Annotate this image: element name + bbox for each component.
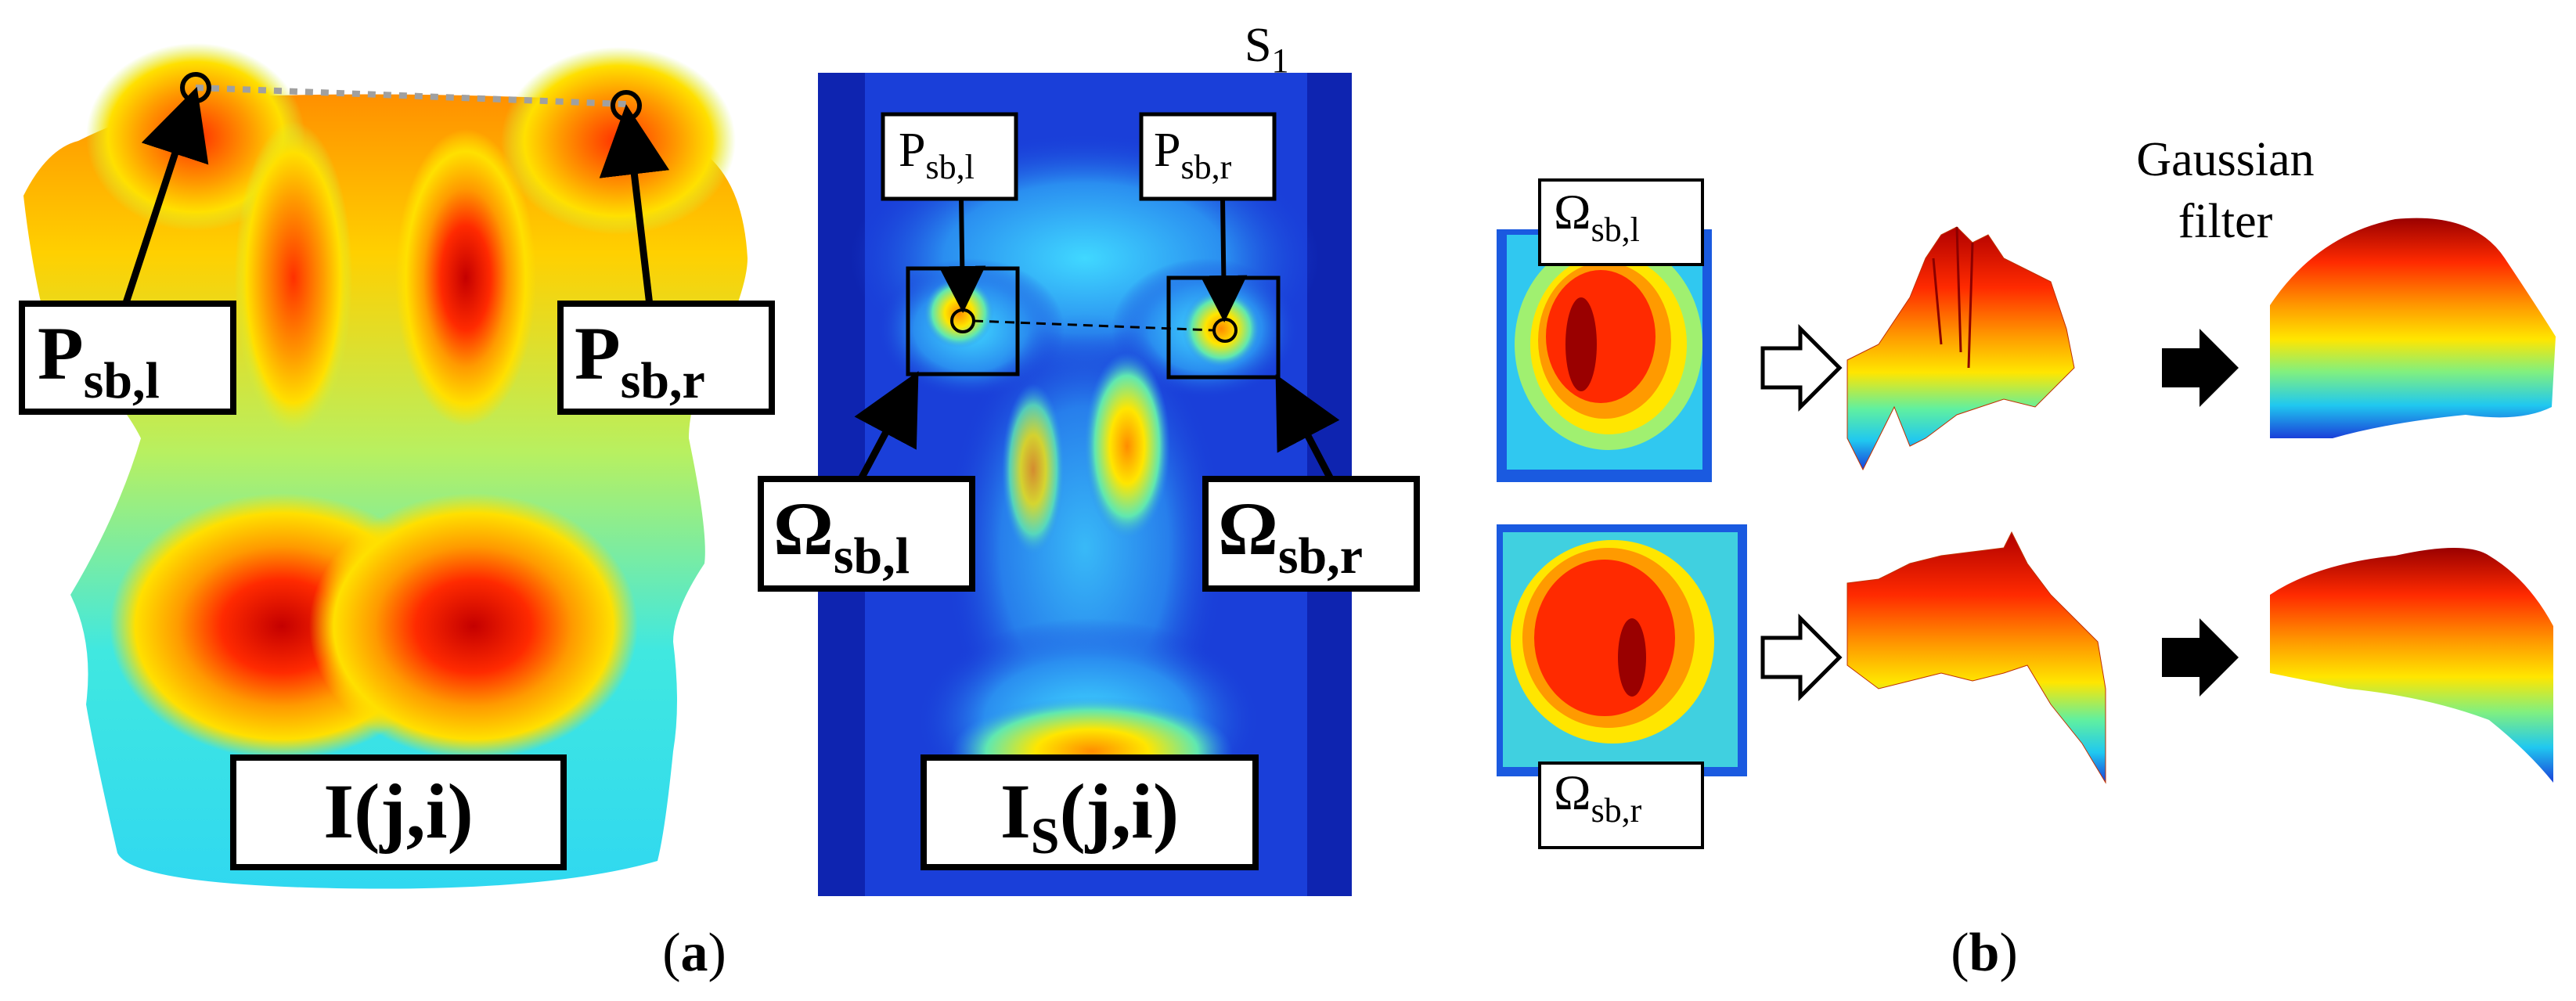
- shoulder-right-hotspot: [501, 47, 736, 235]
- omega-left-main: Ω: [773, 487, 834, 571]
- raw-surface-top: [1846, 226, 2075, 471]
- label-box-is: IS(j,i): [921, 754, 1259, 870]
- p-left-main: P: [38, 311, 84, 395]
- small-p-left-main: P: [899, 124, 925, 177]
- arrow-omega-left: [854, 371, 919, 481]
- omega-top-main: Ω: [1554, 184, 1591, 239]
- smooth-surface-bottom: [2270, 548, 2553, 783]
- image-function-label: I(j,i): [323, 768, 474, 855]
- label-box-image: I(j,i): [230, 754, 567, 870]
- roi-heatmap-top: Ωsb,l: [1497, 178, 1712, 482]
- svg-text:Ωsb,r: Ωsb,r: [1218, 487, 1363, 585]
- omega-right-sub: sb,r: [1278, 528, 1363, 585]
- svg-text:Psb,r: Psb,r: [1154, 124, 1232, 186]
- svg-text:S1: S1: [1245, 19, 1288, 80]
- small-p-right-sub: sb,r: [1180, 148, 1231, 186]
- label-box-omega-right: Ωsb,r: [1202, 476, 1420, 592]
- omega-right-main: Ω: [1218, 487, 1278, 571]
- arrow-p-right: [599, 104, 670, 306]
- heatmap-image: S1 Psb,l Psb,r Ωsb,l: [758, 19, 1420, 896]
- caption-b: (b): [1951, 923, 2018, 983]
- svg-text:IS(j,i): IS(j,i): [1000, 768, 1179, 865]
- is-sub: S: [1031, 808, 1060, 865]
- caption-a-letter: a: [681, 923, 708, 983]
- caption-b-close: ): [1999, 923, 2017, 983]
- svg-text:Ωsb,l: Ωsb,l: [1554, 184, 1640, 249]
- raw-surface-bottom: [1846, 531, 2106, 784]
- p-right-sub: sb,r: [621, 352, 705, 409]
- label-box-p-left: Psb,l: [19, 301, 236, 415]
- arrow-small-p-right: [1200, 198, 1248, 322]
- svg-text:Psb,r: Psb,r: [575, 311, 705, 409]
- label-box-p-right: Psb,r: [557, 301, 775, 415]
- slice-label-main: S: [1245, 19, 1271, 72]
- hollow-arrow-bottom-icon: [1760, 613, 1843, 702]
- caption-a-close: ): [708, 923, 726, 983]
- caption-b-letter: b: [1969, 923, 2000, 983]
- small-label-p-left: Psb,l: [881, 112, 1018, 201]
- svg-text:Psb,l: Psb,l: [38, 311, 160, 409]
- small-p-right-main: P: [1154, 124, 1180, 177]
- omega-left-sub: sb,l: [834, 528, 910, 585]
- svg-text:Ωsb,l: Ωsb,l: [773, 487, 910, 585]
- omega-bottom-main: Ω: [1554, 765, 1591, 820]
- roi-heatmap-bottom: Ωsb,r: [1497, 524, 1747, 849]
- slice-label-sub: 1: [1271, 41, 1288, 80]
- svg-text:Ωsb,r: Ωsb,r: [1554, 765, 1642, 830]
- p-right-main: P: [575, 311, 621, 395]
- hollow-arrow-top-icon: [1760, 323, 1843, 412]
- omega-bottom-sub: sb,r: [1591, 791, 1642, 830]
- p-left-sub: sb,l: [84, 352, 160, 409]
- buttock-right-hotspot: [309, 493, 638, 759]
- svg-text:Psb,l: Psb,l: [899, 124, 975, 186]
- omega-top-sub: sb,l: [1591, 211, 1640, 249]
- solid-arrow-bottom-icon: [2162, 618, 2239, 697]
- label-box-omega-left: Ωsb,l: [758, 476, 975, 592]
- small-dashed-line: [973, 319, 1215, 332]
- caption-a: (a): [662, 923, 726, 983]
- back-left-hotspot: [235, 121, 352, 434]
- arrow-small-p-left: [939, 198, 986, 313]
- caption-a-open: (: [662, 923, 680, 983]
- small-p-left-sub: sb,l: [925, 148, 974, 186]
- smooth-surface-top: [2270, 218, 2556, 438]
- solid-arrow-top-icon: [2162, 329, 2239, 407]
- filter-label-line1: Gaussian: [2136, 133, 2314, 186]
- arrow-omega-right: [1275, 374, 1340, 481]
- arrow-p-left: [121, 86, 209, 307]
- small-label-p-right: Psb,r: [1139, 112, 1277, 201]
- is-main: I: [1000, 768, 1031, 855]
- filter-label-line2: filter: [2178, 195, 2273, 248]
- body-surface-image: [23, 43, 748, 889]
- is-rest: (j,i): [1059, 768, 1179, 855]
- back-right-hotspot: [395, 129, 536, 427]
- caption-b-open: (: [1951, 923, 1969, 983]
